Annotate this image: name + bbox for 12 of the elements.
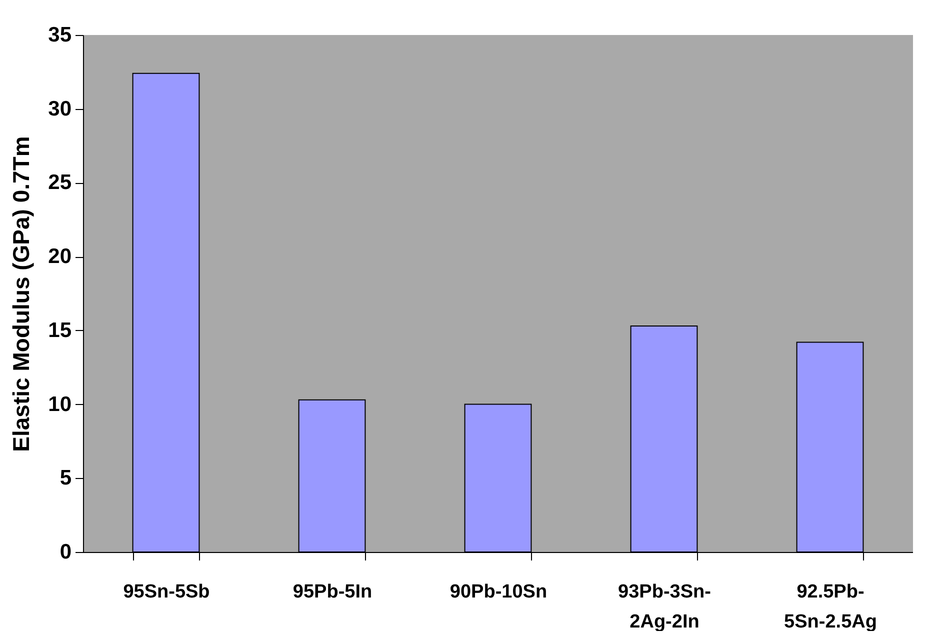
y-tick-label: 20 — [48, 245, 72, 268]
x-tick-label: 90Pb-10Sn — [450, 582, 548, 602]
y-tick-label: 15 — [48, 318, 72, 342]
y-tick-label: 35 — [48, 24, 72, 46]
x-tick-label: 95Pb-5In — [292, 582, 372, 602]
y-tick-label: 5 — [60, 466, 72, 490]
x-tick-label: 95Sn-5Sb — [123, 582, 210, 602]
y-tick-label: 30 — [48, 97, 72, 120]
y-tick-label: 0 — [60, 540, 72, 564]
y-tick-label: 25 — [48, 171, 72, 194]
y-axis-title: Elastic Modulus (GPa) 0.7Tm — [8, 136, 34, 452]
y-tick-label: 10 — [48, 392, 72, 416]
